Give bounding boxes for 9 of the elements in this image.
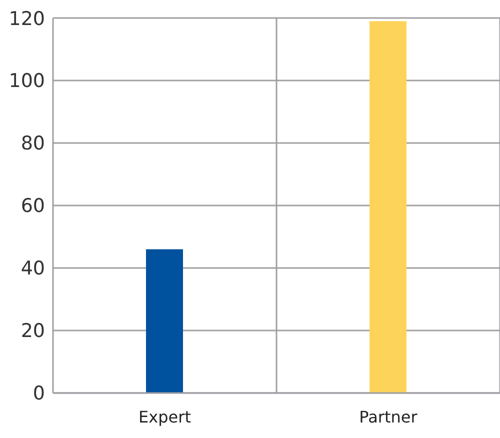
y-tick-label: 60: [20, 195, 45, 218]
y-tick-label: 120: [8, 8, 45, 30]
x-tick-label: Partner: [359, 407, 418, 426]
y-tick-label: 80: [20, 132, 45, 155]
x-tick-label: Expert: [138, 407, 191, 426]
y-tick-label: 40: [20, 258, 45, 280]
y-tick-label: 20: [20, 320, 45, 342]
y-tick-label: 0: [32, 382, 45, 405]
y-tick-label: 100: [8, 70, 45, 92]
